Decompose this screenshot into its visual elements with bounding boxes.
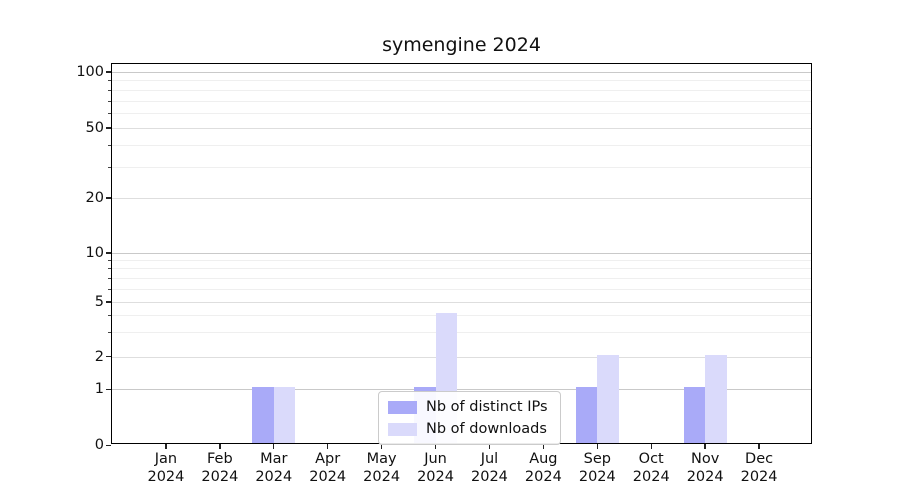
y-axis-minor-tick-6 [108, 288, 111, 290]
x-axis-tick-sep [596, 444, 598, 449]
y-axis-minor-tick-70 [108, 100, 111, 102]
gridline-minor-7 [112, 277, 811, 279]
x-axis-tick-jan [165, 444, 167, 449]
bar-distinct-ips-sep [575, 387, 598, 443]
y-tick-label-0: 0 [94, 437, 104, 453]
legend-item-downloads: Nb of downloads [388, 421, 548, 437]
y-axis-tick-100 [106, 71, 111, 73]
y-axis-minor-tick-30 [108, 166, 111, 168]
y-axis-minor-tick-40 [108, 144, 111, 146]
x-axis-tick-may [380, 444, 383, 449]
x-axis-tick-oct [650, 444, 652, 449]
y-tick-label-1: 1 [94, 381, 104, 397]
x-axis-tick-nov [704, 444, 706, 449]
x-tick-label-sep: Sep 2024 [578, 451, 616, 485]
x-axis-tick-mar [273, 444, 275, 449]
x-tick-label-feb: Feb 2024 [201, 451, 239, 485]
x-tick-label-jan: Jan 2024 [147, 451, 185, 485]
gridline-minor-60 [112, 112, 811, 114]
gridline-5 [112, 301, 811, 303]
x-axis-tick-dec [758, 444, 760, 449]
y-axis-tick-5 [106, 301, 111, 303]
y-tick-label-100: 100 [76, 63, 104, 80]
y-axis-minor-tick-4 [108, 315, 111, 317]
legend-swatch-downloads [388, 422, 417, 436]
gridline-minor-90 [112, 80, 811, 82]
x-tick-label-jun: Jun 2024 [417, 451, 454, 485]
gridline-minor-40 [112, 144, 811, 146]
y-axis-tick-2 [106, 356, 111, 358]
bar-downloads-nov [705, 354, 727, 443]
gridline-10 [112, 252, 811, 254]
gridline-minor-9 [112, 260, 811, 262]
y-axis-minor-tick-90 [108, 80, 111, 82]
y-axis-tick-1 [106, 388, 111, 390]
x-tick-label-may: May 2024 [363, 451, 401, 485]
y-tick-label-5: 5 [94, 293, 104, 310]
x-tick-label-nov: Nov 2024 [686, 451, 724, 485]
gridline-100 [112, 71, 811, 73]
x-axis-tick-jun [434, 444, 437, 449]
x-tick-label-apr: Apr 2024 [309, 451, 347, 485]
y-axis-tick-20 [106, 197, 111, 199]
gridline-minor-70 [112, 100, 811, 102]
bar-distinct-ips-mar [252, 387, 274, 443]
plot-area: 0 1 2 5 10 20 50 100 Jan 2024 Feb 2024 Mar 2024 Apr… [76, 63, 812, 485]
legend-swatch-distinct-ips [388, 400, 417, 414]
y-tick-label-2: 2 [94, 348, 104, 365]
x-axis-tick-jul [488, 444, 491, 449]
y-axis-tick-10 [106, 252, 111, 254]
chart-title: symengine 2024 [382, 34, 541, 56]
x-tick-label-aug: Aug 2024 [524, 451, 562, 485]
x-tick-label-mar: Mar 2024 [255, 451, 293, 485]
legend-label-downloads: Nb of downloads [426, 421, 547, 437]
gridline-minor-80 [112, 89, 811, 91]
gridline-minor-3 [112, 332, 811, 334]
gridline-1 [112, 389, 811, 390]
x-axis-tick-apr [326, 444, 329, 449]
bar-distinct-ips-nov [683, 387, 706, 443]
y-axis-minor-tick-3 [108, 332, 111, 334]
legend-label-distinct-ips: Nb of distinct IPs [426, 399, 548, 415]
bar-downloads-mar [273, 387, 296, 443]
x-axis-tick-aug [542, 444, 545, 449]
y-axis-tick-50 [106, 127, 111, 129]
gridline-minor-8 [112, 268, 811, 270]
gridline-minor-6 [112, 288, 811, 290]
y-axis-minor-tick-7 [108, 277, 111, 279]
legend-item-distinct-ips: Nb of distinct IPs [388, 399, 548, 415]
gridline-minor-30 [112, 166, 811, 168]
y-axis-minor-tick-9 [108, 260, 111, 262]
y-tick-label-20: 20 [85, 189, 104, 206]
gridline-2 [112, 356, 811, 358]
x-axis-tick-feb [219, 444, 221, 449]
x-tick-label-jul: Jul 2024 [471, 451, 508, 485]
y-axis-tick-0 [106, 444, 111, 446]
gridline-50 [112, 127, 811, 129]
x-tick-label-oct: Oct 2024 [632, 451, 670, 485]
x-tick-label-dec: Dec 2024 [740, 451, 778, 485]
gridline-20 [112, 197, 811, 199]
y-tick-label-10: 10 [85, 244, 104, 261]
y-axis-minor-tick-80 [108, 89, 111, 91]
y-axis-minor-tick-60 [108, 112, 111, 114]
y-tick-label-50: 50 [85, 119, 104, 136]
legend: Nb of distinct IPs Nb of downloads [378, 391, 561, 445]
gridline-minor-4 [112, 315, 811, 317]
bar-downloads-sep [597, 354, 619, 443]
y-axis-minor-tick-8 [108, 268, 111, 270]
